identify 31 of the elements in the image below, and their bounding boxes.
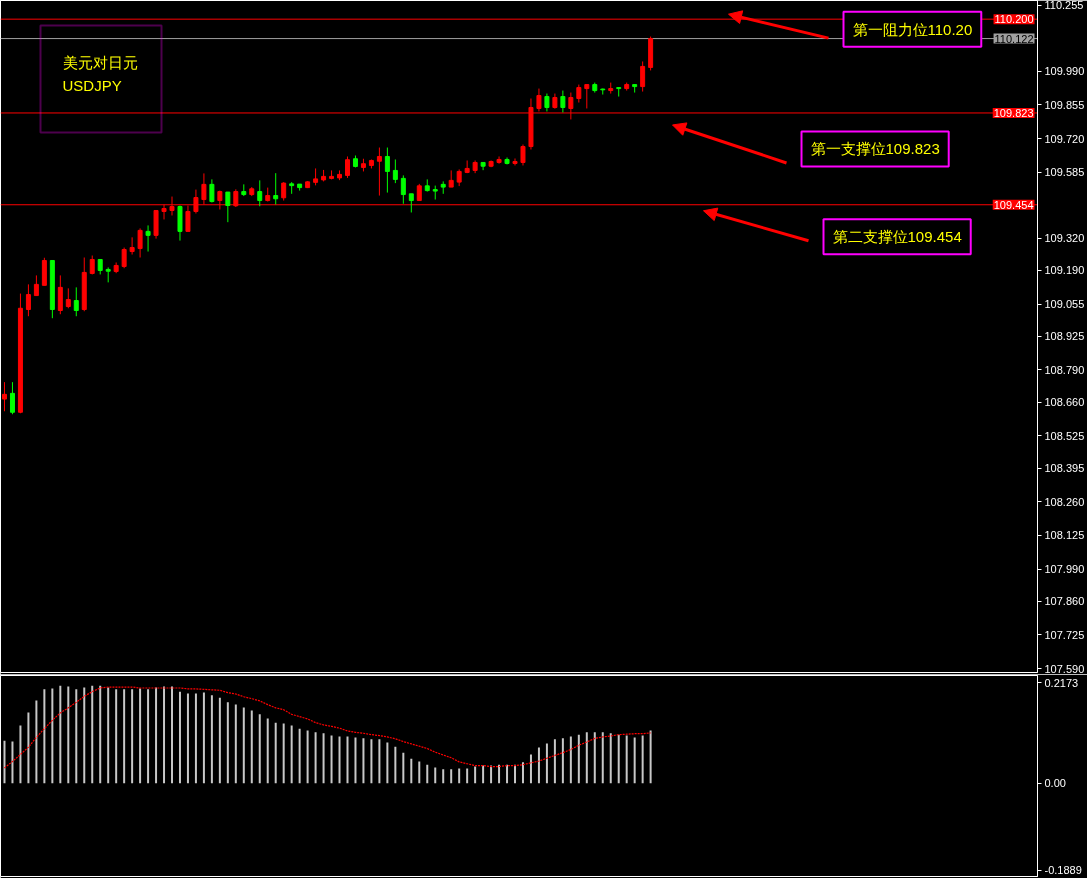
ref-line-label: 第二支撑位109.454 [832,228,962,246]
y-tick-label: 109.720 [1044,132,1085,145]
y-tick-label: 107.590 [1044,662,1085,675]
y-tick-label: 0.00 [1044,777,1066,790]
y-tick-label: 107.725 [1044,628,1085,641]
y-tick-label: 109.320 [1044,232,1085,245]
ref-line-label: 第一阻力位110.20 [852,20,973,38]
ref-line-label: 第一支撑位109.823 [810,140,940,158]
y-tick-label: 108.660 [1044,396,1085,409]
y-tick-label: 108.125 [1044,529,1085,542]
annotation: 110.200 [994,13,1034,26]
annotation: 110.122 [994,32,1034,45]
y-tick-label: 109.055 [1044,298,1085,311]
y-tick-label: 109.585 [1044,166,1085,179]
y-tick-label: 108.790 [1044,363,1085,376]
text: 美元对日元 [62,54,138,71]
y-tick-label: -0.1889 [1044,864,1082,877]
annotation: 109.454 [993,198,1034,211]
y-tick-label: 107.990 [1044,563,1085,575]
y-tick-label: 110.255 [1044,0,1084,12]
y-tick-label: 108.925 [1044,330,1085,343]
y-tick-label: 108.260 [1044,495,1085,508]
y-tick-label: 108.525 [1044,429,1085,442]
y-tick-label: 107.860 [1044,595,1085,608]
text: USDJPY [62,77,122,94]
y-tick-label: 108.395 [1044,462,1085,475]
y-tick-label: 109.190 [1044,264,1085,277]
annotation: 109.823 [993,106,1034,119]
y-tick-label: 0.2173 [1044,676,1079,689]
y-tick-label: 109.990 [1044,65,1085,78]
y-tick-label: 109.855 [1044,98,1085,111]
